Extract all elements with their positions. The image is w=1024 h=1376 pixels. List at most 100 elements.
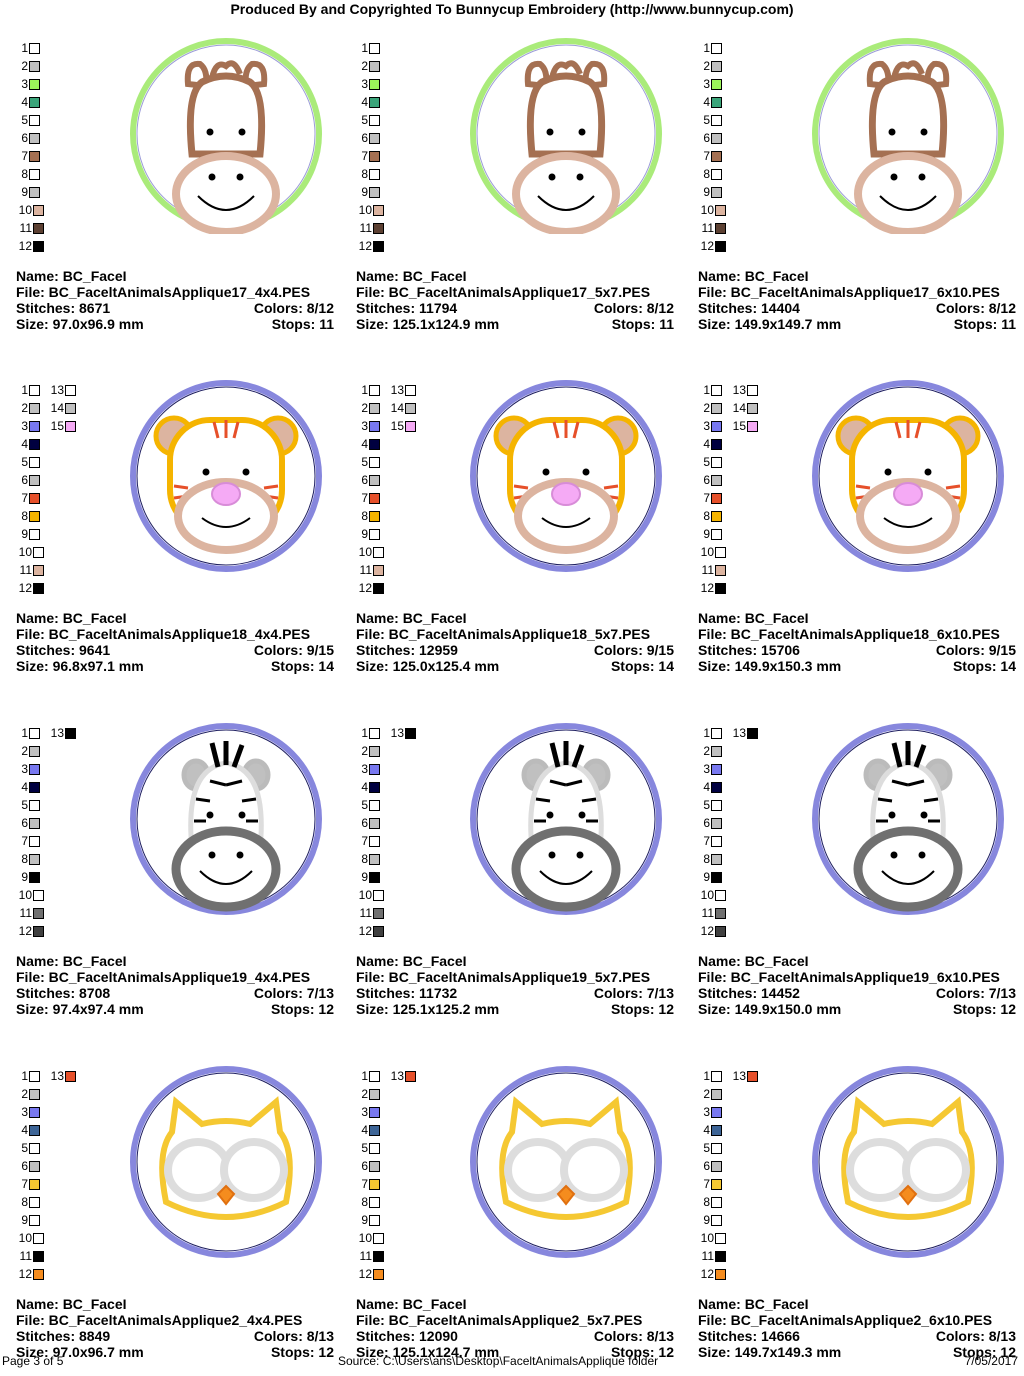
stitches-label: Stitches: [16, 642, 76, 658]
thread-swatch [29, 800, 40, 811]
thread-color-item: 6 [356, 474, 466, 492]
thread-color-item: 3 [356, 763, 466, 781]
stitches-row: Stitches: 14452 Colors: 7/13 [698, 985, 1016, 1001]
colors-field: Colors: 8/13 [254, 1328, 334, 1344]
name-row: Name: BC_FaceI [698, 1296, 1016, 1312]
thread-color-item: 13 [48, 384, 158, 402]
thread-color-item: 4 [356, 781, 466, 799]
design-card: 1 2 3 4 5 6 7 8 9 10 11 12 13 Name: BC_FaceI File: BC_… [356, 1046, 686, 1376]
thread-number: 7 [361, 149, 368, 163]
thread-number: 6 [703, 473, 710, 487]
thread-swatch [711, 764, 722, 775]
design-card: 1 2 3 4 5 6 7 8 9 10 11 12 13 Name: BC_FaceI File: BC_… [16, 1046, 346, 1376]
ring-inner-line [136, 1072, 316, 1252]
thread-number: 3 [703, 77, 710, 91]
thread-swatch [29, 872, 40, 883]
thread-color-item: 3 [356, 420, 466, 438]
thread-number: 3 [21, 419, 28, 433]
thread-number: 9 [361, 870, 368, 884]
muzzle [854, 152, 962, 236]
thread-number: 5 [703, 798, 710, 812]
thread-color-item: 7 [698, 492, 808, 510]
thread-number: 1 [703, 41, 710, 55]
owl-face [499, 1096, 633, 1220]
stop-count: 12 [1000, 1001, 1016, 1017]
right-eye [920, 811, 928, 819]
thread-number: 2 [703, 59, 710, 73]
colors-label: Colors: [253, 1328, 303, 1344]
beak [556, 1184, 576, 1206]
size-row: Size: 149.9x149.7 mm Stops: 11 [698, 316, 1016, 332]
thread-number: 7 [361, 491, 368, 505]
thread-swatch [369, 421, 380, 432]
thread-color-item: 10 [356, 204, 466, 222]
thread-color-item: 11 [356, 1250, 466, 1268]
thread-swatch [29, 1071, 40, 1082]
thread-number: 5 [361, 113, 368, 127]
thread-number: 10 [358, 203, 372, 217]
thread-number: 11 [701, 221, 714, 235]
stop-count: 12 [1000, 1344, 1016, 1360]
size-row: Size: 125.1x124.9 mm Stops: 11 [356, 316, 674, 332]
stop-count: 12 [318, 1001, 334, 1017]
thread-swatch [33, 1269, 44, 1280]
name-label: Name: [16, 1296, 59, 1312]
thread-swatch [29, 151, 40, 162]
thread-number: 2 [21, 1087, 28, 1101]
thread-swatch [369, 151, 380, 162]
thread-color-item: 11 [698, 1250, 808, 1268]
smile [883, 517, 933, 528]
thread-color-item: 11 [16, 564, 126, 582]
thread-number: 7 [703, 149, 710, 163]
thread-swatch [373, 223, 384, 234]
stitches-row: Stitches: 9641 Colors: 9/15 [16, 642, 334, 658]
design-preview [466, 719, 666, 919]
thread-number: 7 [361, 1177, 368, 1191]
colors-label: Colors: [253, 300, 303, 316]
file-row: File: BC_FaceltAnimalsApplique2_6x10.PES [698, 1312, 1016, 1328]
colors-field: Colors: 8/12 [936, 300, 1016, 316]
stitches-label: Stitches: [698, 1328, 758, 1344]
thread-color-item: 3 [698, 1106, 808, 1124]
thread-color-item: 7 [356, 835, 466, 853]
thread-number: 10 [18, 1231, 32, 1245]
thread-color-item: 7 [698, 1178, 808, 1196]
right-eye [924, 468, 932, 476]
design-name: BC_FaceI [62, 1296, 127, 1312]
head [186, 72, 266, 158]
file-name: BC_FaceltAnimalsApplique2_6x10.PES [730, 1312, 993, 1328]
thread-color-item: 1 [698, 1070, 808, 1088]
thread-number: 9 [361, 527, 368, 541]
design-artwork [130, 38, 322, 236]
file-row: File: BC_FaceltAnimalsApplique17_6x10.PE… [698, 284, 1016, 300]
color-count: 8/13 [988, 1328, 1016, 1344]
thread-color-list: 1 2 3 4 5 6 7 8 9 10 11 12 13 [356, 727, 476, 947]
thread-color-item: 8 [698, 1196, 808, 1214]
stops-label: Stops: [611, 316, 656, 332]
thread-color-item: 5 [356, 1142, 466, 1160]
thread-number: 11 [701, 563, 714, 577]
thread-number: 6 [361, 816, 368, 830]
ring-outer [470, 380, 662, 572]
thread-color-list: 1 2 3 4 5 6 7 8 9 10 11 12 13 [356, 1070, 476, 1290]
left-eye-ring [504, 1138, 572, 1202]
thread-swatch [369, 1089, 380, 1100]
stitches-label: Stitches: [356, 300, 416, 316]
thread-number: 14 [732, 401, 746, 415]
thread-number: 9 [703, 1213, 710, 1227]
thread-number: 10 [700, 1231, 714, 1245]
thread-color-item: 12 [16, 240, 126, 258]
thread-color-item: 13 [730, 384, 840, 402]
tiger-face [835, 415, 981, 554]
thread-number: 12 [700, 924, 714, 938]
thread-swatch [405, 403, 416, 414]
thread-swatch [29, 79, 40, 90]
thread-swatch [29, 1125, 40, 1136]
stripe [232, 421, 240, 439]
thread-number: 6 [21, 131, 28, 145]
stitches-row: Stitches: 8708 Colors: 7/13 [16, 985, 334, 1001]
thread-color-item: 2 [16, 1088, 126, 1106]
thread-number: 11 [701, 906, 714, 920]
left-eye [206, 128, 214, 136]
stitch-count: 8849 [79, 1328, 111, 1344]
